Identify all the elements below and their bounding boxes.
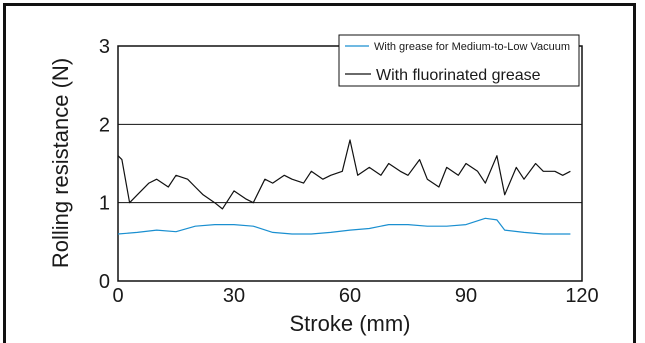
x-tick-label: 90: [455, 285, 477, 307]
series-layer: [117, 139, 571, 235]
y-tick-label: 2: [99, 114, 110, 136]
x-tick-label: 30: [223, 285, 245, 307]
y-tick-label: 0: [99, 271, 110, 293]
y-axis-title: Rolling resistance (N): [48, 58, 73, 268]
x-axis-title: Stroke (mm): [290, 311, 411, 336]
y-tick-label: 1: [99, 193, 110, 215]
series-line-1: [117, 139, 571, 210]
y-tick-label: 3: [99, 36, 110, 58]
x-tick-label: 120: [565, 285, 598, 307]
series-line-0: [117, 217, 571, 235]
legend-label-grease-vacuum: With grease for Medium-to-Low Vacuum: [374, 41, 570, 53]
x-tick-label: 60: [339, 285, 361, 307]
x-tick-label: 0: [112, 285, 123, 307]
legend-box: [338, 34, 580, 87]
grid-lines: [118, 123, 582, 204]
y-tick-labels: 0 1 2 3: [99, 36, 110, 293]
legend-label-fluorinated-grease: With fluorinated grease: [376, 67, 541, 84]
figure-frame: [3, 3, 636, 343]
legend: With grease for Medium-to-Low Vacuum Wit…: [338, 34, 580, 87]
x-tick-labels: 0 30 60 90 120: [112, 285, 598, 307]
